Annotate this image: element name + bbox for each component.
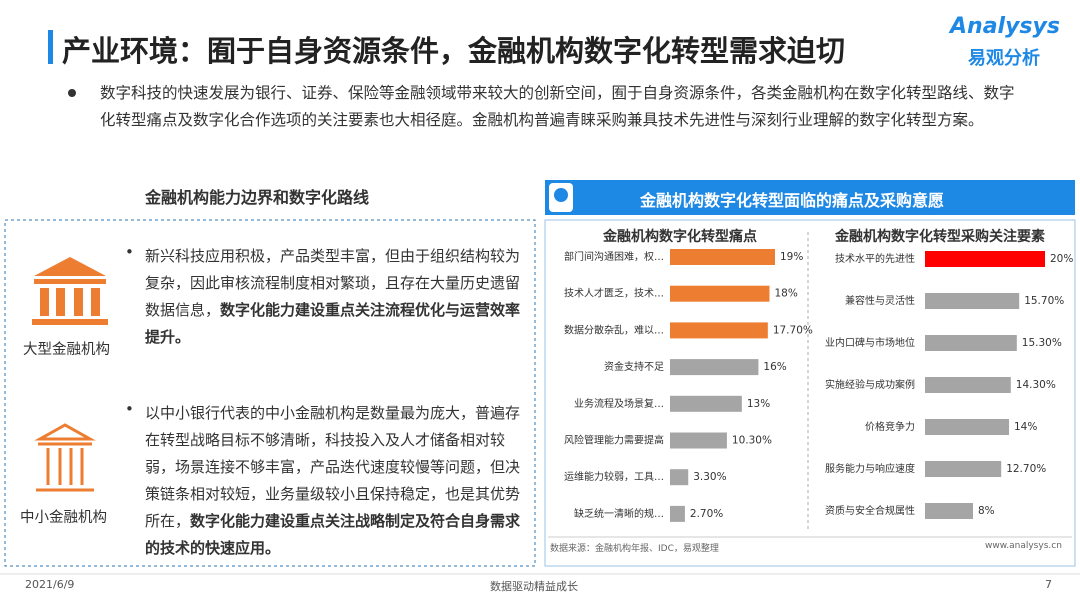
value-label: 14% — [1014, 421, 1037, 433]
bar — [670, 432, 727, 449]
category-label: 技术水平的先进性 — [835, 252, 915, 265]
panel-title: 金融机构数字化转型面临的痛点及采购意愿 — [640, 191, 945, 210]
website: www.analysys.cn — [985, 541, 1062, 551]
bar — [670, 322, 768, 339]
bullet — [68, 89, 76, 97]
category-label: 服务能力与响应速度 — [825, 462, 915, 475]
left-title: 金融机构能力边界和数字化路线 — [145, 188, 370, 207]
value-label: 3.30% — [693, 471, 726, 483]
item-label: 大型金融机构 — [23, 342, 110, 358]
text: 新兴科技应用积极，产品类型丰富，但由于组织结构较为复杂，因此审核流程制度相对繁琐… — [145, 247, 521, 319]
left-box — [4, 219, 536, 567]
logo-cn: 易观分析 — [968, 48, 1040, 69]
bar — [925, 293, 1020, 309]
bar — [670, 505, 685, 522]
bar — [670, 469, 689, 486]
source: 数据来源：金融机构年报、IDC，易观整理 — [550, 544, 719, 554]
value-label: 16% — [763, 361, 786, 373]
category-label: 实施经验与成功案例 — [825, 378, 915, 391]
logo: Analysys — [950, 14, 1060, 39]
category-label: 业务流程及场景复… — [574, 397, 664, 410]
value-label: 10.30% — [732, 435, 772, 447]
right-box — [544, 219, 1076, 567]
category-label: 资质与安全合规属性 — [825, 504, 915, 517]
value-label: 15.70% — [1024, 295, 1064, 307]
bar — [925, 419, 1009, 435]
category-label: 资金支持不足 — [604, 360, 664, 373]
bar — [925, 251, 1045, 267]
bar — [670, 395, 742, 412]
bank-icon — [32, 257, 108, 325]
chart-title: 金融机构数字化转型采购关注要素 — [834, 228, 1045, 245]
category-label: 风险管理能力需要提高 — [564, 434, 664, 447]
value-label: 17.70% — [773, 324, 813, 336]
item-label: 中小金融机构 — [20, 510, 107, 526]
category-label: 部门间沟通困难，权… — [564, 250, 664, 263]
bank-icon-small — [34, 423, 96, 492]
category-label: 价格竞争力 — [865, 420, 915, 433]
value-label: 8% — [978, 505, 995, 517]
value-label: 2.70% — [690, 508, 723, 520]
footer-date: 2021/6/9 — [25, 578, 75, 591]
bar — [925, 461, 1002, 477]
bullet: • — [125, 243, 134, 261]
category-label: 业内口碑与市场地位 — [825, 336, 915, 349]
panel-icon-dot — [554, 188, 568, 202]
item-text: 以中小银行代表的中小金融机构是数量最为庞大，普遍存在转型战略目标不够清晰，科技投… — [145, 400, 527, 562]
intro: 数字科技的快速发展为银行、证券、保险等金融领域带来较大的创新空间，囿于自身资源条… — [100, 84, 1015, 129]
bar — [925, 503, 973, 519]
category-label: 兼容性与灵活性 — [845, 294, 915, 307]
category-label: 缺乏统一清晰的规… — [574, 507, 664, 520]
bar — [925, 335, 1017, 351]
emphasis: 数字化能力建设重点关注流程优化与运营效率提升。 — [145, 301, 521, 346]
item-text: 新兴科技应用积极，产品类型丰富，但由于组织结构较为复杂，因此审核流程制度相对繁琐… — [145, 243, 527, 351]
value-label: 14.30% — [1016, 379, 1056, 391]
value-label: 12.70% — [1006, 463, 1046, 475]
bullet: • — [125, 400, 134, 418]
category-label: 技术人才匮乏，技术… — [564, 287, 664, 300]
bar — [670, 249, 775, 265]
footer-slogan: 数据驱动精益成长 — [490, 580, 578, 593]
panel-header — [545, 180, 1075, 215]
slide-title: 产业环境：囿于自身资源条件，金融机构数字化转型需求迫切 — [62, 34, 846, 68]
value-label: 15.30% — [1022, 337, 1062, 349]
bar — [670, 359, 759, 376]
page-number: 7 — [1045, 578, 1052, 591]
value-label: 18% — [774, 288, 797, 300]
category-label: 运维能力较弱，工具… — [564, 470, 664, 483]
emphasis: 数字化能力建设重点关注战略制定及符合自身需求的技术的快速应用。 — [145, 512, 521, 557]
value-label: 13% — [747, 398, 770, 410]
title-accent — [48, 30, 53, 64]
chart-title: 金融机构数字化转型痛点 — [602, 228, 757, 245]
text: 以中小银行代表的中小金融机构是数量最为庞大，普遍存在转型战略目标不够清晰，科技投… — [145, 404, 521, 530]
value-label: 20% — [1050, 253, 1073, 265]
category-label: 数据分散杂乱，难以… — [564, 323, 664, 336]
bar — [925, 377, 1011, 393]
value-label: 19% — [780, 251, 803, 263]
bar — [670, 285, 770, 302]
